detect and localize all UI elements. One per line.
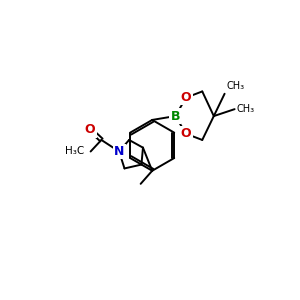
Text: N: N <box>114 145 124 158</box>
Text: O: O <box>181 91 191 104</box>
Text: CH₃: CH₃ <box>236 104 254 114</box>
Text: O: O <box>181 127 191 140</box>
Text: O: O <box>85 123 95 136</box>
Text: H₃C: H₃C <box>65 146 85 157</box>
Text: B: B <box>171 110 180 123</box>
Text: CH₃: CH₃ <box>226 81 244 91</box>
